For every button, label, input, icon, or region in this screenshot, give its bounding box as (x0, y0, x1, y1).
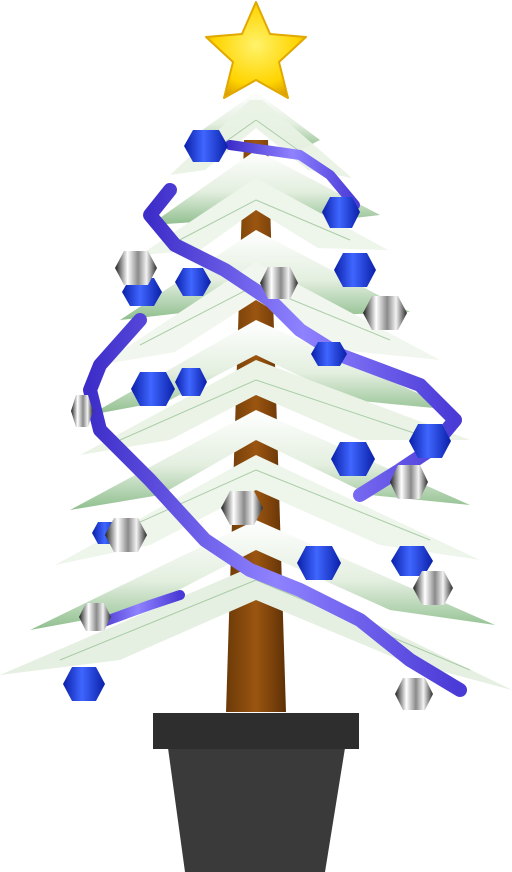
ornaments-blue (63, 130, 451, 701)
ornament-icon (331, 442, 375, 476)
ornament-icon (79, 603, 111, 631)
ornament-icon (131, 372, 175, 406)
star-icon (205, 1, 307, 99)
ornament-icon (221, 491, 263, 525)
ornament-icon (311, 342, 347, 366)
ornament-icon (334, 253, 376, 287)
ornament-icon (409, 424, 451, 458)
ornament-icon (115, 251, 157, 285)
ornament-icon (390, 465, 428, 499)
ornaments-silver (71, 251, 453, 710)
ornament-icon (322, 197, 360, 228)
ornament-icon (184, 130, 228, 162)
ornament-icon (297, 546, 341, 580)
ornament-icon (413, 571, 453, 605)
ornament-icon (260, 267, 298, 299)
ornament-icon (63, 667, 105, 701)
pot-icon (153, 713, 359, 872)
ornament-icon (105, 518, 147, 552)
ornament-icon (175, 368, 207, 396)
ornament-icon (363, 296, 407, 330)
ornament-icon (395, 678, 433, 710)
ornament-icon (71, 395, 93, 427)
ornament-icon (391, 546, 433, 576)
ornament-icon (175, 268, 211, 296)
